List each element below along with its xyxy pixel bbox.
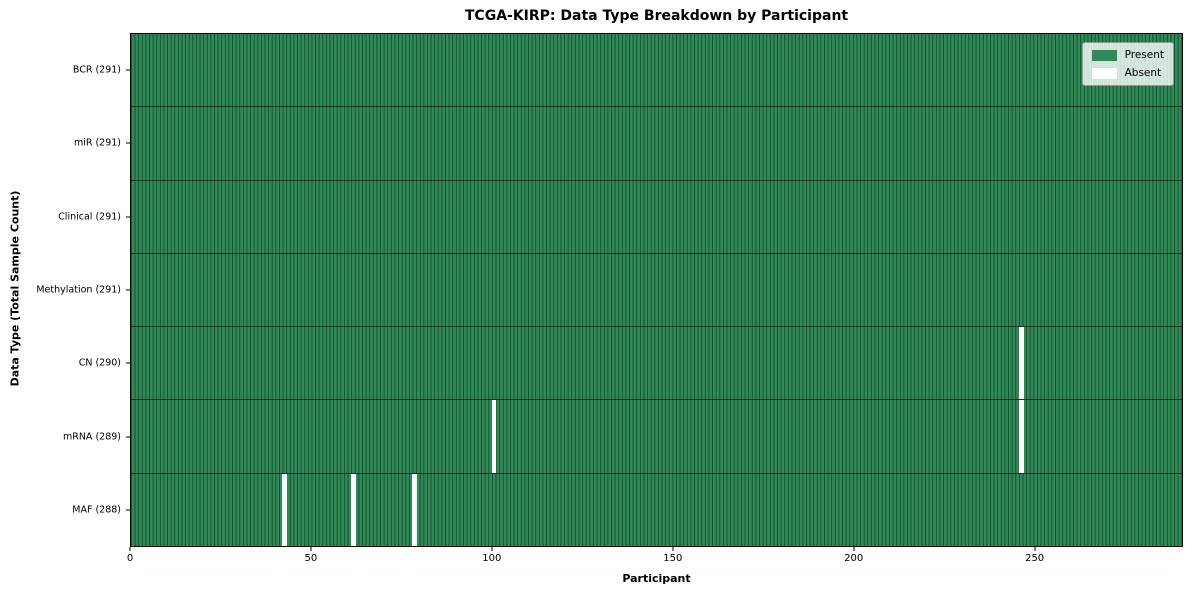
y-tick-mark xyxy=(126,436,130,438)
y-tick-mark xyxy=(126,509,130,511)
absent-cell xyxy=(491,400,497,473)
heatmap-row-bcr xyxy=(131,34,1182,108)
y-tick-label: MAF (288) xyxy=(72,504,121,516)
chart-title: TCGA-KIRP: Data Type Breakdown by Partic… xyxy=(464,8,849,24)
y-tick-label: mRNA (289) xyxy=(62,431,121,443)
x-tick-mark xyxy=(129,547,131,551)
x-tick-mark xyxy=(672,547,674,551)
x-axis-label: Participant xyxy=(622,572,691,585)
absent-cell xyxy=(282,473,287,546)
y-tick-label: miR (291) xyxy=(73,137,121,149)
y-tick-label: Methylation (291) xyxy=(36,284,121,296)
absent-cell xyxy=(350,473,356,546)
x-axis-ticks: 0 50 100 150 200 250 xyxy=(126,547,1183,571)
heatmap-row-cn xyxy=(131,327,1182,401)
legend-item-absent: Absent xyxy=(1091,67,1164,79)
heatmap-row-methylation xyxy=(131,253,1182,328)
y-tick-mark xyxy=(126,216,130,218)
heatmap-row-mrna xyxy=(131,400,1182,474)
x-tick-label: 200 xyxy=(844,553,864,564)
plot-area: Present Absent xyxy=(130,33,1183,547)
x-tick-label: 150 xyxy=(663,553,683,564)
present-swatch-icon xyxy=(1091,49,1117,61)
x-tick-label: 50 xyxy=(304,553,318,564)
y-tick-mark xyxy=(126,362,130,364)
x-tick-label: 250 xyxy=(1025,553,1045,564)
absent-cell xyxy=(412,473,417,546)
legend-label-absent: Absent xyxy=(1124,67,1162,79)
x-tick-label: 0 xyxy=(126,553,134,564)
legend-item-present: Present xyxy=(1091,49,1164,61)
absent-cell xyxy=(1018,400,1024,473)
x-tick-mark xyxy=(1034,547,1036,551)
legend-label-present: Present xyxy=(1124,49,1164,61)
heatmap-row-mir xyxy=(131,107,1182,181)
x-tick-mark xyxy=(310,547,312,551)
absent-cell xyxy=(1018,327,1024,400)
heatmap-row-clinical xyxy=(131,180,1182,254)
y-tick-mark xyxy=(126,69,130,71)
y-tick-label: Clinical (291) xyxy=(58,211,121,223)
y-tick-mark xyxy=(126,289,130,291)
x-tick-label: 100 xyxy=(482,553,502,564)
y-tick-label: CN (290) xyxy=(78,357,121,369)
heatmap-rows xyxy=(131,34,1182,546)
legend: Present Absent xyxy=(1081,42,1174,86)
y-tick-mark xyxy=(126,142,130,144)
y-tick-label: BCR (291) xyxy=(72,64,121,76)
heatmap-row-maf xyxy=(131,473,1182,546)
absent-swatch-icon xyxy=(1091,67,1117,79)
x-tick-mark xyxy=(491,547,493,551)
x-tick-mark xyxy=(853,547,855,551)
y-axis-ticks: BCR (291) miR (291) Clinical (291) Methylat… xyxy=(0,33,130,547)
